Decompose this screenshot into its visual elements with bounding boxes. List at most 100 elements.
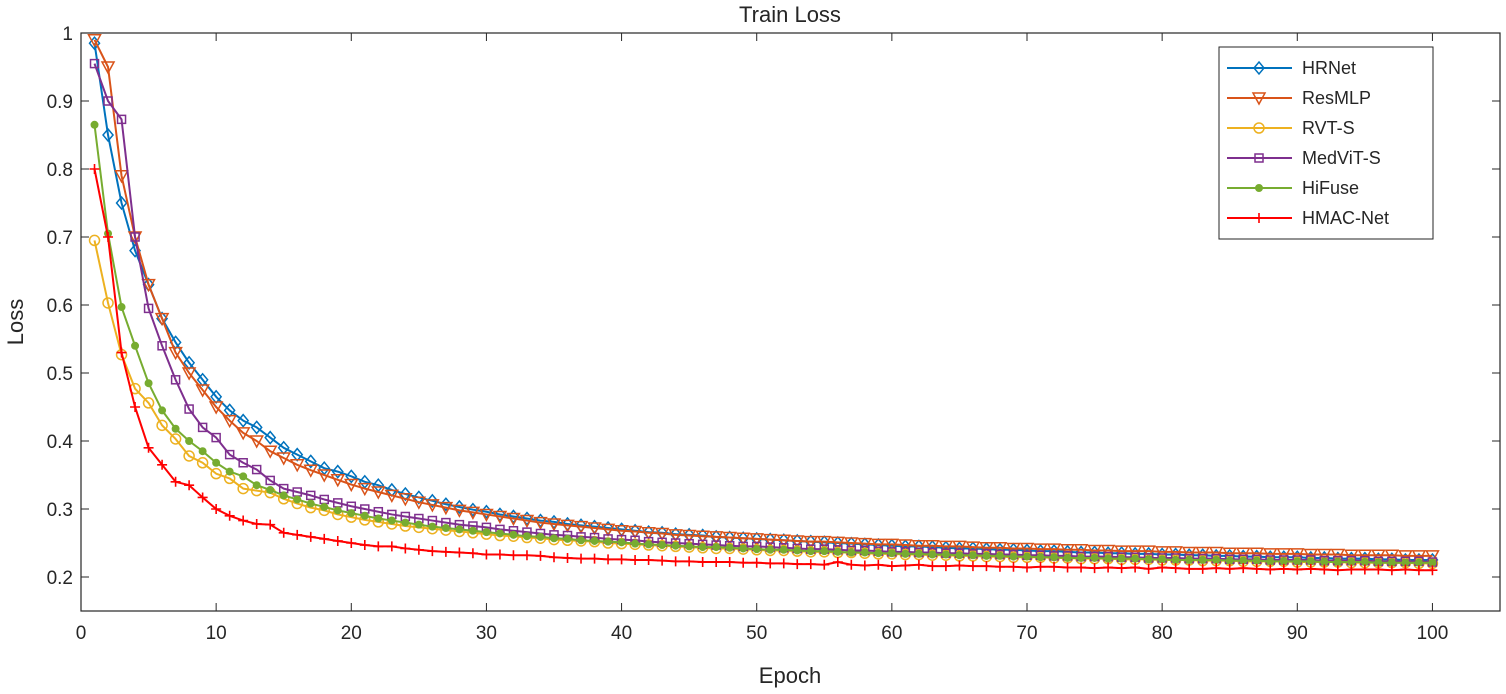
data-point <box>684 556 695 567</box>
data-point <box>398 493 413 507</box>
data-point <box>169 433 182 445</box>
data-point <box>1090 553 1099 562</box>
data-point <box>251 464 262 475</box>
data-point <box>196 372 209 387</box>
data-point <box>1225 556 1234 565</box>
data-point <box>765 558 776 569</box>
data-point <box>1317 548 1332 563</box>
data-point <box>587 522 602 536</box>
data-point <box>198 447 207 456</box>
data-point <box>374 514 383 523</box>
data-point <box>344 478 359 493</box>
data-point <box>1303 548 1319 563</box>
data-point <box>116 347 127 358</box>
data-point <box>222 414 237 429</box>
x-tick-label: 90 <box>1287 623 1308 644</box>
data-point <box>211 432 221 443</box>
data-point <box>938 540 954 554</box>
data-point <box>1185 556 1194 564</box>
data-point <box>982 551 991 560</box>
data-point <box>238 515 249 526</box>
data-point <box>494 549 505 560</box>
data-point <box>157 459 168 470</box>
data-point <box>331 464 344 479</box>
data-point <box>724 557 735 568</box>
data-point <box>102 297 114 309</box>
x-tick-label: 70 <box>1016 623 1037 644</box>
data-point <box>1116 563 1127 574</box>
data-point <box>495 529 504 538</box>
data-point <box>332 535 343 546</box>
data-point <box>520 511 533 526</box>
data-point <box>833 547 842 556</box>
y-tick-label: 0.4 <box>47 432 74 453</box>
data-point <box>320 502 329 511</box>
data-point <box>509 530 518 539</box>
data-point <box>170 476 181 487</box>
data-point <box>183 355 196 370</box>
legend-item: HMAC-Net <box>1227 208 1389 228</box>
data-point <box>911 539 927 554</box>
data-point <box>979 542 994 556</box>
data-point <box>1293 557 1302 566</box>
legend-label: HiFuse <box>1302 178 1359 198</box>
data-point <box>115 195 128 211</box>
data-point <box>658 541 667 550</box>
data-point <box>185 437 194 445</box>
data-point <box>412 490 425 505</box>
data-point <box>817 535 832 550</box>
data-point <box>168 346 183 361</box>
data-point <box>468 526 477 535</box>
data-point <box>968 551 977 560</box>
data-point <box>955 551 964 560</box>
data-point <box>305 490 316 501</box>
data-point <box>792 559 803 570</box>
data-point <box>184 480 195 491</box>
data-point <box>627 525 643 540</box>
legend-marker <box>1254 153 1264 163</box>
data-point <box>898 539 913 553</box>
series-resmlp <box>87 34 1440 564</box>
data-point <box>304 454 317 469</box>
data-point <box>1359 564 1370 575</box>
data-point <box>1252 556 1261 565</box>
data-point <box>1413 565 1424 576</box>
data-point <box>346 538 357 548</box>
data-point <box>1006 542 1021 557</box>
data-point <box>170 375 181 385</box>
data-point <box>886 561 897 572</box>
data-point <box>197 422 208 433</box>
data-point <box>1077 553 1086 562</box>
data-point <box>1168 546 1183 560</box>
data-point <box>277 440 290 455</box>
data-point <box>141 278 156 293</box>
data-point <box>995 551 1004 560</box>
data-point <box>184 404 194 414</box>
data-point <box>266 485 275 494</box>
data-point <box>103 96 113 106</box>
data-point <box>712 543 721 552</box>
legend-marker <box>1253 60 1265 76</box>
data-point <box>844 537 859 551</box>
data-point <box>169 335 182 350</box>
data-point <box>482 528 491 537</box>
data-point <box>455 525 464 534</box>
legend-label: ResMLP <box>1302 88 1371 108</box>
data-point <box>1170 563 1181 574</box>
data-point <box>142 397 155 409</box>
data-point <box>952 540 967 554</box>
data-point <box>992 542 1008 556</box>
data-point <box>1127 545 1143 559</box>
x-tick-label: 10 <box>206 623 227 644</box>
data-point <box>235 427 251 441</box>
data-point <box>1411 550 1427 564</box>
data-point <box>793 546 802 555</box>
data-point <box>681 529 697 544</box>
data-point <box>211 504 222 514</box>
y-tick-label: 0.5 <box>47 364 73 385</box>
data-point <box>1360 558 1369 567</box>
data-point <box>695 530 710 544</box>
data-point <box>144 379 153 388</box>
data-point <box>265 519 276 530</box>
